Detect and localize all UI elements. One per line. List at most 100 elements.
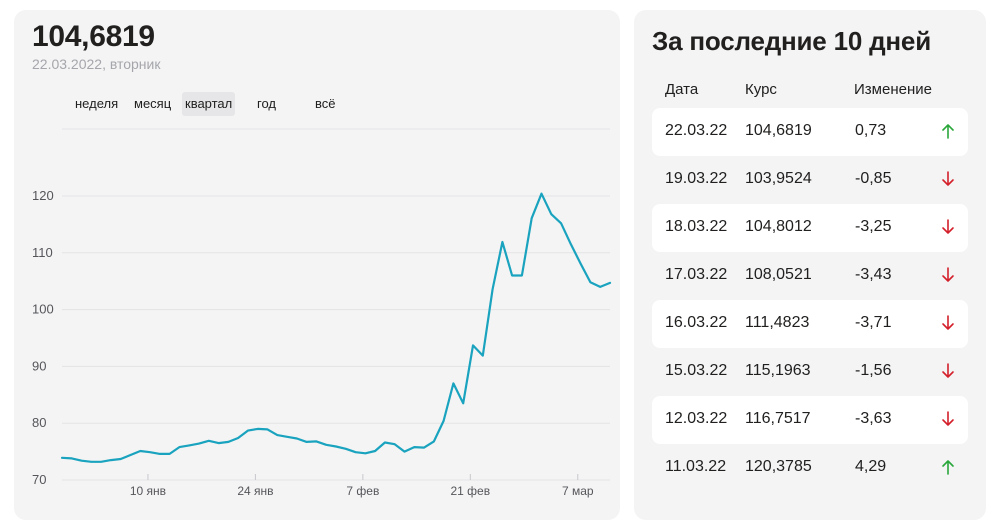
data-point xyxy=(71,457,73,459)
data-point xyxy=(325,444,327,446)
data-point xyxy=(345,448,347,450)
x-tick-label: 7 мар xyxy=(562,484,594,498)
data-point xyxy=(129,454,131,456)
x-tick-label: 21 фев xyxy=(451,484,491,498)
current-rate-value: 104,6819 xyxy=(32,20,155,53)
x-tick-label: 10 янв xyxy=(130,484,166,498)
data-point xyxy=(168,453,170,455)
data-point xyxy=(100,461,102,463)
row-date: 12.03.22 xyxy=(665,410,728,427)
y-tick-label: 70 xyxy=(32,472,46,487)
data-point xyxy=(305,441,307,443)
row-change: -1,56 xyxy=(855,362,892,379)
data-point xyxy=(472,344,474,346)
data-point xyxy=(433,440,435,442)
data-point xyxy=(413,446,415,448)
data-point xyxy=(570,243,572,245)
y-tick-label: 80 xyxy=(32,415,46,430)
arrow-down-icon xyxy=(942,171,954,186)
period-tab-year[interactable]: год xyxy=(257,96,276,111)
data-point xyxy=(442,420,444,422)
data-point xyxy=(188,444,190,446)
current-rate-date: 22.03.2022, вторник xyxy=(32,56,161,72)
row-date: 11.03.22 xyxy=(665,458,727,475)
table-row: 11.03.22 120,3785 4,29 xyxy=(652,444,968,492)
data-point xyxy=(364,452,366,454)
table-row: 12.03.22 116,7517 -3,63 xyxy=(652,396,968,444)
table-row: 18.03.22 104,8012 -3,25 xyxy=(652,204,968,252)
row-change: -3,71 xyxy=(855,314,892,331)
arrow-down-icon xyxy=(942,267,954,282)
row-change: 4,29 xyxy=(855,458,887,475)
data-point xyxy=(452,382,454,384)
data-point xyxy=(208,440,210,442)
data-point xyxy=(531,217,533,219)
data-point xyxy=(198,442,200,444)
column-header-change: Изменение xyxy=(854,81,932,98)
x-tick-label: 24 янв xyxy=(237,484,273,498)
row-rate: 116,7517 xyxy=(745,410,811,427)
data-point xyxy=(149,451,151,453)
row-rate: 103,9524 xyxy=(745,170,812,187)
row-change: 0,73 xyxy=(855,122,887,139)
table-row: 19.03.22 103,9524 -0,85 xyxy=(652,156,968,204)
x-tick-label: 7 фев xyxy=(346,484,379,498)
row-rate: 104,8012 xyxy=(745,218,812,235)
row-rate: 115,1963 xyxy=(745,362,811,379)
chart-card: 104,6819 22.03.2022, вторник неделя меся… xyxy=(14,10,620,520)
data-point xyxy=(217,442,219,444)
data-point xyxy=(257,428,259,430)
data-point xyxy=(120,458,122,460)
data-point xyxy=(550,213,552,215)
table-row: 17.03.22 108,0521 -3,43 xyxy=(652,252,968,300)
period-tab-quarter[interactable]: квартал xyxy=(182,92,236,116)
data-point xyxy=(61,457,63,459)
data-point xyxy=(609,282,611,284)
data-point xyxy=(159,453,161,455)
arrow-down-icon xyxy=(942,363,954,378)
table-row: 22.03.22 104,6819 0,73 xyxy=(652,108,968,156)
row-date: 19.03.22 xyxy=(665,170,728,187)
data-point xyxy=(462,402,464,404)
row-change: -3,25 xyxy=(855,218,892,235)
table-row: 16.03.22 111,4823 -3,71 xyxy=(652,300,968,348)
data-point xyxy=(579,262,581,264)
arrow-down-icon xyxy=(942,219,954,234)
period-tab-week[interactable]: неделя xyxy=(75,96,119,111)
period-tab-all[interactable]: всё xyxy=(315,96,336,111)
row-date: 22.03.22 xyxy=(665,122,728,139)
row-rate: 108,0521 xyxy=(745,266,812,283)
period-tab-month[interactable]: месяц xyxy=(134,96,172,111)
row-date: 17.03.22 xyxy=(665,266,728,283)
data-point xyxy=(90,461,92,463)
row-change: -3,63 xyxy=(855,410,892,427)
row-rate: 120,3785 xyxy=(745,458,812,475)
data-point xyxy=(482,354,484,356)
data-point xyxy=(403,450,405,452)
data-point xyxy=(139,450,141,452)
series-line xyxy=(60,192,612,463)
history-table-card: За последние 10 дней Дата Курс Изменение… xyxy=(634,10,986,520)
data-point xyxy=(296,437,298,439)
data-point xyxy=(315,440,317,442)
data-point xyxy=(511,274,513,276)
row-change: -3,43 xyxy=(855,266,892,283)
y-tick-label: 100 xyxy=(32,302,54,317)
y-tick-label: 120 xyxy=(32,188,54,203)
row-change: -0,85 xyxy=(855,170,892,187)
row-rate: 104,6819 xyxy=(745,122,812,139)
rate-line-chart: 70 80 90 100 110 120 10 янв 24 янв 7 фев 21 фев 7 … xyxy=(32,128,612,498)
arrow-up-icon xyxy=(942,460,954,475)
data-point xyxy=(354,451,356,453)
data-point xyxy=(178,446,180,448)
data-point xyxy=(423,446,425,448)
y-tick-label: 110 xyxy=(32,245,53,260)
row-date: 16.03.22 xyxy=(665,314,728,331)
data-point xyxy=(589,281,591,283)
data-point xyxy=(540,193,542,195)
y-tick-label: 90 xyxy=(32,358,46,373)
data-point xyxy=(286,436,288,438)
arrow-down-icon xyxy=(942,315,954,330)
arrow-down-icon xyxy=(942,411,954,426)
data-point xyxy=(227,441,229,443)
